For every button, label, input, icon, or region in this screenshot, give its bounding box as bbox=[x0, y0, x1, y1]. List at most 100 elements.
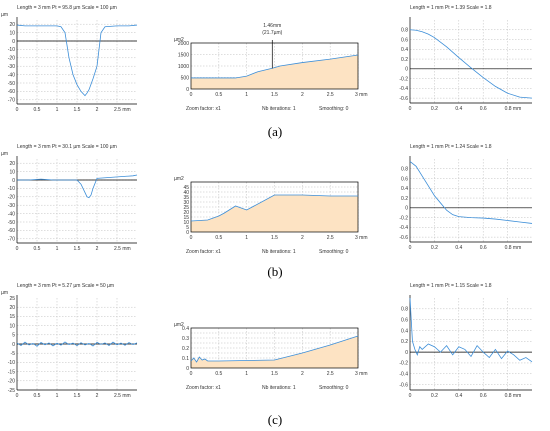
cursor-label-depth: (21.7µm) bbox=[262, 30, 282, 36]
x-tick-label: 2.5 mm bbox=[114, 246, 131, 252]
y-tick-label: 0.4 bbox=[182, 326, 189, 332]
y-tick-label: 0 bbox=[405, 67, 408, 73]
caption-c: (c) bbox=[268, 412, 282, 427]
y-tick-label: -20 bbox=[8, 56, 15, 62]
chart-a1: Length = 3 mm Pt = 95.8 µm Scale = 100 µ… bbox=[1, 5, 138, 113]
chart-b1: Length = 3 mm Pt = 30.1 µm Scale = 100 µ… bbox=[1, 144, 138, 252]
x-tick-label: 2.5 bbox=[327, 235, 334, 241]
x-tick-label: 1 bbox=[56, 393, 59, 399]
y-unit-label: µm2 bbox=[174, 37, 184, 43]
chart-header: Length = 1 mm Pt = 1.24 Scale = 1.8 bbox=[410, 144, 492, 150]
y-tick-label: 0 bbox=[12, 178, 15, 184]
y-tick-label: -20 bbox=[8, 379, 15, 385]
y-tick-label: -10 bbox=[8, 186, 15, 192]
x-tick-label: 0.6 bbox=[480, 393, 487, 399]
y-tick-label: -15 bbox=[8, 369, 15, 375]
y-tick-label: -0.6 bbox=[399, 235, 408, 241]
y-tick-label: -0.4 bbox=[399, 372, 408, 378]
y-tick-label: -30 bbox=[8, 203, 15, 209]
cursor-label: 1.46mm bbox=[263, 23, 281, 29]
y-tick-label: 0 bbox=[186, 230, 189, 236]
x-tick-label: 0.8 mm bbox=[505, 245, 522, 251]
chart-header: Length = 3 mm Pt = 95.8 µm Scale = 100 µ… bbox=[17, 5, 117, 11]
y-tick-label: -70 bbox=[8, 98, 15, 104]
y-tick-label: -60 bbox=[8, 228, 15, 234]
y-tick-label: 0.8 bbox=[401, 167, 408, 173]
iterations-label: Nb iterations: 1 bbox=[262, 106, 296, 112]
chart-header: Length = 3 mm Pt = 30.1 µm Scale = 100 µ… bbox=[17, 144, 117, 150]
x-tick-label: 1 bbox=[245, 235, 248, 241]
y-unit-label: µm2 bbox=[174, 176, 184, 182]
x-tick-label: 2 bbox=[301, 371, 304, 377]
x-tick-label: 0.5 bbox=[215, 235, 222, 241]
x-tick-label: 0 bbox=[409, 106, 412, 112]
x-tick-label: 0.2 bbox=[431, 393, 438, 399]
x-tick-label: 1 bbox=[245, 371, 248, 377]
y-tick-label: 0 bbox=[405, 206, 408, 212]
y-tick-label: 500 bbox=[181, 75, 190, 81]
y-tick-label: 5 bbox=[12, 333, 15, 339]
x-tick-label: 0.2 bbox=[431, 245, 438, 251]
x-tick-label: 2.5 bbox=[327, 371, 334, 377]
chart-header: Length = 1 mm Pt = 1.15 Scale = 1.8 bbox=[410, 283, 492, 289]
y-tick-label: 20 bbox=[183, 210, 189, 216]
y-tick-label: -60 bbox=[8, 89, 15, 95]
x-tick-label: 1.5 bbox=[271, 235, 278, 241]
chart-b3: Length = 1 mm Pt = 1.24 Scale = 1.8 0.8 0.… bbox=[399, 144, 533, 251]
y-tick-label: 10 bbox=[9, 169, 15, 175]
x-tick-label: 1.5 bbox=[271, 371, 278, 377]
y-tick-label: 20 bbox=[9, 305, 15, 311]
y-tick-label: 0.1 bbox=[182, 356, 189, 362]
iterations-label: Nb iterations: 1 bbox=[262, 249, 296, 255]
x-tick-label: 0 bbox=[190, 92, 193, 98]
plot-frame bbox=[190, 181, 359, 233]
chart-c2: µm2 0 0.1 0.2 0.3 0.4 0 0.5 1 1.5 2 2.5 3 mm Zoom fac… bbox=[174, 322, 368, 391]
y-tick-label: 0.8 bbox=[401, 307, 408, 313]
chart-c3: Length = 1 mm Pt = 1.15 Scale = 1.8 0.8 0.… bbox=[399, 283, 533, 399]
x-tick-label: 1.5 bbox=[74, 107, 81, 113]
y-tick-label: 0.4 bbox=[401, 328, 408, 334]
x-tick-label: 3 mm bbox=[355, 371, 368, 377]
y-tick-label: -0.6 bbox=[399, 96, 408, 102]
chart-a2: µm2 0 500 1000 1500 2000 0 0.5 1 1.5 2 2.5 3 mm 1.46m… bbox=[174, 23, 368, 112]
y-tick-label: -40 bbox=[8, 211, 15, 217]
y-tick-label: 20 bbox=[9, 161, 15, 167]
chart-header: Length = 1 mm Pt = 1.39 Scale = 1.8 bbox=[410, 5, 492, 11]
zoom-factor-label: Zoom factor: x1 bbox=[186, 249, 221, 255]
y-tick-label: 10 bbox=[9, 30, 15, 36]
y-tick-label: 25 bbox=[183, 205, 189, 211]
series-line-a1 bbox=[16, 24, 138, 97]
y-tick-label: 0.6 bbox=[401, 37, 408, 43]
area-fill bbox=[191, 336, 358, 368]
series-line-c3 bbox=[409, 297, 533, 363]
y-unit-label: µm bbox=[1, 151, 8, 157]
x-tick-label: 2 bbox=[96, 246, 99, 252]
x-tick-label: 1 bbox=[56, 246, 59, 252]
x-tick-label: 2 bbox=[301, 92, 304, 98]
x-tick-label: 2 bbox=[301, 235, 304, 241]
x-tick-label: 1.5 bbox=[271, 92, 278, 98]
y-tick-label: 0 bbox=[405, 350, 408, 356]
x-tick-label: 0.8 mm bbox=[505, 106, 522, 112]
series-line-a3 bbox=[409, 29, 533, 99]
x-tick-label: 0 bbox=[16, 107, 19, 113]
y-tick-label: -50 bbox=[8, 81, 15, 87]
x-tick-label: 1 bbox=[56, 107, 59, 113]
y-tick-label: 0.2 bbox=[401, 196, 408, 202]
x-tick-label: 2.5 bbox=[327, 92, 334, 98]
x-tick-label: 3 mm bbox=[355, 235, 368, 241]
x-tick-label: 0 bbox=[190, 371, 193, 377]
y-tick-label: 45 bbox=[183, 185, 189, 191]
series-line-b3 bbox=[409, 161, 533, 224]
x-tick-label: 0 bbox=[16, 246, 19, 252]
x-tick-label: 2.5 mm bbox=[114, 107, 131, 113]
y-unit-label: µm2 bbox=[174, 322, 184, 328]
x-tick-label: 0 bbox=[409, 393, 412, 399]
x-tick-label: 0.6 bbox=[480, 106, 487, 112]
y-tick-label: -20 bbox=[8, 195, 15, 201]
x-tick-label: 1.5 bbox=[74, 246, 81, 252]
plot-frame bbox=[190, 42, 359, 90]
y-tick-label: 0.4 bbox=[401, 186, 408, 192]
